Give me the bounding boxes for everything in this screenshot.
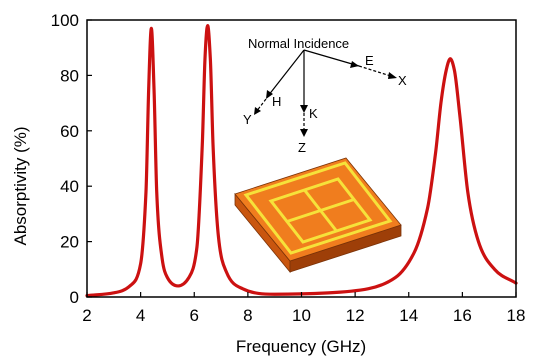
unit-cell-illustration	[234, 157, 402, 274]
x-tick-label: 8	[243, 306, 252, 325]
x-arrowhead-icon	[388, 72, 397, 79]
x-tick-label: 4	[136, 306, 145, 325]
x-tick-label: 6	[190, 306, 199, 325]
x-tick-label: 18	[507, 306, 526, 325]
e-field-arrow	[303, 49, 360, 67]
square-patch-pattern	[268, 177, 373, 244]
axis-ticks: 2 4 6 8 10 12 14 16 18 0 20 40 60 80 100	[51, 11, 526, 325]
y-label: Y	[243, 112, 252, 127]
x-axis-title: Frequency (GHz)	[236, 337, 366, 356]
x-label: X	[398, 73, 407, 88]
x-axis-dashed	[358, 65, 395, 78]
y-tick-label: 40	[60, 177, 79, 196]
y-axis-title: Absorptivity (%)	[11, 126, 30, 245]
plot-area	[85, 23, 518, 298]
y-tick-label: 100	[51, 11, 79, 30]
k-arrowhead-icon	[300, 105, 308, 113]
y-tick-label: 0	[70, 288, 79, 307]
y-tick-label: 60	[60, 122, 79, 141]
patch-cross-b	[286, 198, 355, 223]
z-arrowhead-icon	[300, 129, 308, 137]
y-arrowhead-icon	[254, 107, 261, 115]
plot-frame	[86, 19, 517, 298]
x-tick-label: 2	[82, 306, 91, 325]
e-arrowhead-icon	[350, 61, 359, 68]
h-field-arrow	[267, 49, 305, 97]
x-tick-label: 12	[346, 306, 365, 325]
h-label: H	[272, 94, 281, 109]
x-tick-label: 10	[292, 306, 311, 325]
x-tick-label: 16	[453, 306, 472, 325]
y-axis-dashed	[255, 98, 267, 113]
incidence-diagram: Normal Incidence E X H Y K Z	[243, 36, 407, 155]
y-tick-label: 80	[60, 66, 79, 85]
y-tick-label: 20	[60, 233, 79, 252]
normal-incidence-label: Normal Incidence	[248, 36, 349, 51]
outer-ring-pattern	[243, 161, 393, 255]
h-arrowhead-icon	[266, 90, 273, 99]
e-label: E	[365, 53, 374, 68]
z-label: Z	[298, 140, 306, 155]
x-tick-label: 14	[399, 306, 418, 325]
absorptivity-series-line	[85, 23, 518, 298]
k-label: K	[309, 106, 318, 121]
